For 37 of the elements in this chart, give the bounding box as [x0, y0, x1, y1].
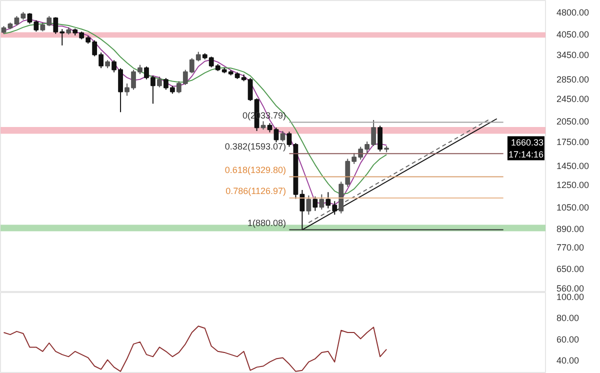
- y-tick-label: 1050.00: [556, 202, 590, 213]
- candlestick: [274, 127, 279, 143]
- y-tick-label: 60.00: [556, 334, 580, 344]
- y-tick-label: 40.00: [556, 355, 580, 366]
- ref-line-label: 0.786(1126.97): [226, 186, 286, 196]
- candlestick: [14, 16, 20, 26]
- candlestick: [358, 146, 364, 160]
- y-tick-label: 1250.00: [556, 180, 590, 190]
- candlestick: [286, 131, 292, 148]
- y-tick-label: 650.00: [556, 264, 584, 274]
- candlestick: [189, 58, 194, 74]
- candlestick: [280, 130, 286, 142]
- y-tick-label: 80.00: [556, 313, 580, 324]
- y-tick-label: 4050.00: [556, 29, 590, 40]
- y-tick-label: 770.00: [556, 242, 584, 252]
- candlestick: [378, 125, 382, 152]
- y-tick-label: 2050.00: [556, 116, 590, 127]
- ref-line-label: 0.618(1329.80): [224, 164, 286, 175]
- candlestick: [319, 194, 324, 210]
- y-tick-label: 1750.00: [556, 137, 590, 148]
- y-tick-label: 1450.00: [556, 161, 590, 172]
- annotation: 1660.33 17:14:16: [508, 137, 544, 160]
- y-tick-label: 3450.00: [556, 50, 590, 60]
- y-tick-label: 100.00: [556, 292, 584, 302]
- y-tick-label: 2850.00: [556, 74, 590, 84]
- candlestick: [157, 76, 162, 88]
- y-tick-label: 2450.00: [556, 94, 590, 104]
- ref-line-label: 1(880.08): [247, 218, 286, 228]
- ref-line-label: 0.382(1593.07): [224, 142, 286, 152]
- candlestick: [267, 122, 272, 133]
- candlestick: [312, 196, 318, 212]
- y-tick-label: 890.00: [556, 224, 584, 234]
- line-series: [3, 326, 388, 372]
- candlestick: [306, 194, 312, 216]
- y-tick-label: 560.00: [556, 283, 584, 294]
- y-tick-label: 4800.00: [556, 8, 590, 18]
- candlestick: [196, 51, 201, 62]
